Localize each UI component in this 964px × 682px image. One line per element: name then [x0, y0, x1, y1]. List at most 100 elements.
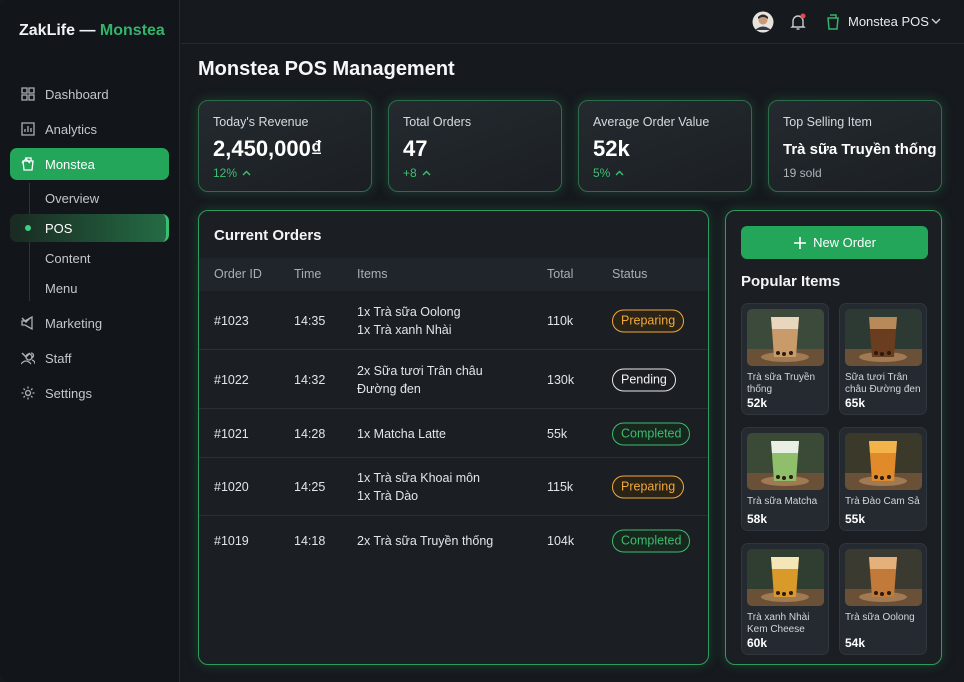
- order-row[interactable]: #1023 14:35 1x Trà sữa Oolong 1x Trà xanh N…: [199, 292, 708, 350]
- item-price: 58k: [747, 512, 768, 526]
- popular-title: Popular Items: [741, 273, 841, 290]
- popular-item[interactable]: Sữa tươi Trân châu Đường đen 65k: [839, 303, 927, 415]
- change-value: 5%: [593, 166, 611, 180]
- stat-label: Total Orders: [403, 115, 472, 129]
- stat-label: Top Selling Item: [783, 115, 872, 129]
- notification-bell[interactable]: [788, 12, 808, 32]
- nav-item[interactable]: Marketing: [10, 307, 169, 339]
- stat-value: 47: [403, 136, 428, 161]
- stat-label: Today's Revenue: [213, 115, 309, 129]
- submenu-item[interactable]: POS: [10, 214, 169, 242]
- order-total: 115k: [547, 480, 574, 494]
- up-arrow: [242, 170, 251, 176]
- table-header: Order ID Time Items Total Status: [199, 258, 708, 291]
- item-price: 65k: [845, 396, 866, 410]
- chevron: [931, 18, 941, 25]
- up-arrow: [615, 170, 624, 176]
- nav-item[interactable]: Settings: [10, 377, 169, 409]
- popular-item[interactable]: Trà sữa Truyền thống 52k: [741, 303, 829, 415]
- store-name[interactable]: Monstea POS: [848, 14, 929, 29]
- order-items: 2x Sữa tươi Trân châu Đường đen: [357, 362, 497, 398]
- brand-accent: Monstea: [99, 22, 165, 39]
- column-header: Status: [612, 267, 648, 281]
- item-image: [747, 433, 824, 490]
- order-total: 110k: [547, 314, 574, 328]
- item-price: 54k: [845, 636, 866, 650]
- item-price: 52k: [747, 396, 768, 410]
- order-time: 14:25: [294, 480, 326, 494]
- nav-icon: [21, 122, 35, 136]
- column-header: Order ID: [214, 267, 262, 281]
- nav-item[interactable]: Dashboard: [10, 78, 169, 110]
- order-item: 1x Matcha Latte: [357, 426, 446, 441]
- item-name: Trà xanh Nhài Kem Cheese: [747, 612, 810, 635]
- submenu-item[interactable]: Content: [45, 250, 91, 266]
- nav-item[interactable]: Monstea: [10, 148, 169, 180]
- order-items: 2x Trà sữa Truyền thống: [357, 532, 497, 550]
- item-name: Sữa tươi Trân châu Đường đen: [845, 372, 921, 395]
- order-total: 104k: [547, 534, 575, 548]
- order-time: 14:32: [294, 372, 326, 387]
- order-row[interactable]: #1020 14:25 1x Trà sữa Khoai môn 1x Trà Dào…: [199, 458, 708, 516]
- sidebar: ZakLife — Monstea Dashboard Analytics Mons…: [0, 0, 180, 682]
- tree-line: [29, 183, 30, 301]
- submenu-item[interactable]: Overview: [45, 190, 100, 206]
- item-image: [747, 309, 824, 366]
- order-row[interactable]: #1019 14:18 2x Trà sữa Truyền thống 104k Com…: [199, 516, 708, 566]
- order-id: #1021: [214, 426, 249, 441]
- order-id: #1022: [214, 372, 249, 387]
- popular-item[interactable]: Trà xanh Nhài Kem Cheese 60k: [741, 543, 829, 655]
- order-time: 14:18: [294, 534, 326, 548]
- stat-value: 52k: [593, 136, 630, 161]
- order-id: #1023: [214, 314, 249, 328]
- item-price: 60k: [747, 636, 768, 650]
- side-panel: New Order Popular Items Trà sữa Truyền t…: [725, 210, 942, 665]
- stat-card: Today's Revenue 2,450,000₫ 12%: [198, 100, 372, 192]
- nav-icon: [21, 87, 35, 101]
- change-value: +8: [403, 166, 417, 180]
- stat-change: 5%: [593, 166, 624, 180]
- stat-value: 2,450,000₫: [213, 136, 323, 161]
- order-item: 1x Trà sữa Oolong: [357, 305, 461, 319]
- popular-item[interactable]: Trà Đào Cam Sả 55k: [839, 427, 927, 531]
- popular-item[interactable]: Trà sữa Oolong 54k: [839, 543, 927, 655]
- popular-item[interactable]: Trà sữa Matcha 58k: [741, 427, 829, 531]
- order-items: 1x Matcha Latte: [357, 425, 497, 443]
- stat-card: Total Orders 47 +8: [388, 100, 562, 192]
- item-image: [845, 433, 922, 490]
- order-item: 2x Sữa tươi Trân châu Đường đen: [357, 363, 483, 396]
- item-image: [747, 549, 824, 606]
- column-header: Total: [547, 267, 574, 281]
- item-name: Trà Đào Cam Sả: [845, 496, 920, 507]
- column-header: Items: [357, 267, 388, 281]
- status-badge: Preparing: [612, 309, 685, 333]
- item-name: Trà sữa Matcha: [747, 496, 818, 507]
- chevron: [21, 317, 31, 324]
- order-item: 1x Trà sữa Khoai môn: [357, 471, 481, 485]
- item-price: 55k: [845, 512, 866, 526]
- order-item: 1x Trà xanh Nhài: [357, 323, 452, 337]
- column-header: Time: [294, 267, 322, 281]
- avatar[interactable]: [752, 11, 774, 33]
- submenu-item[interactable]: Menu: [45, 280, 78, 296]
- new-order-button[interactable]: New Order: [741, 226, 928, 259]
- order-time: 14:28: [294, 426, 326, 441]
- order-row[interactable]: #1021 14:28 1x Matcha Latte 55k Completed: [199, 409, 708, 458]
- nav-icon: [22, 157, 34, 171]
- stat-change: +8: [403, 166, 431, 180]
- stat-note: 19 sold: [783, 166, 822, 180]
- brand: ZakLife — Monstea: [19, 22, 165, 40]
- item-image: [845, 549, 922, 606]
- order-total: 55k: [547, 426, 568, 441]
- order-total: 130k: [547, 372, 575, 387]
- stat-label: Average Order Value: [593, 115, 710, 129]
- status-badge: Completed: [612, 422, 691, 445]
- item-name: Trà sữa Truyền thống: [747, 372, 816, 395]
- order-items: 1x Trà sữa Oolong 1x Trà xanh Nhài: [357, 303, 497, 339]
- item-name: Trà sữa Oolong: [845, 612, 915, 623]
- order-row[interactable]: #1022 14:32 2x Sữa tươi Trân châu Đường đe…: [199, 350, 708, 409]
- nav-item[interactable]: Analytics: [10, 113, 169, 145]
- nav-item[interactable]: Staff: [10, 342, 169, 374]
- nav-icon: [21, 352, 35, 365]
- up-arrow: [422, 170, 431, 176]
